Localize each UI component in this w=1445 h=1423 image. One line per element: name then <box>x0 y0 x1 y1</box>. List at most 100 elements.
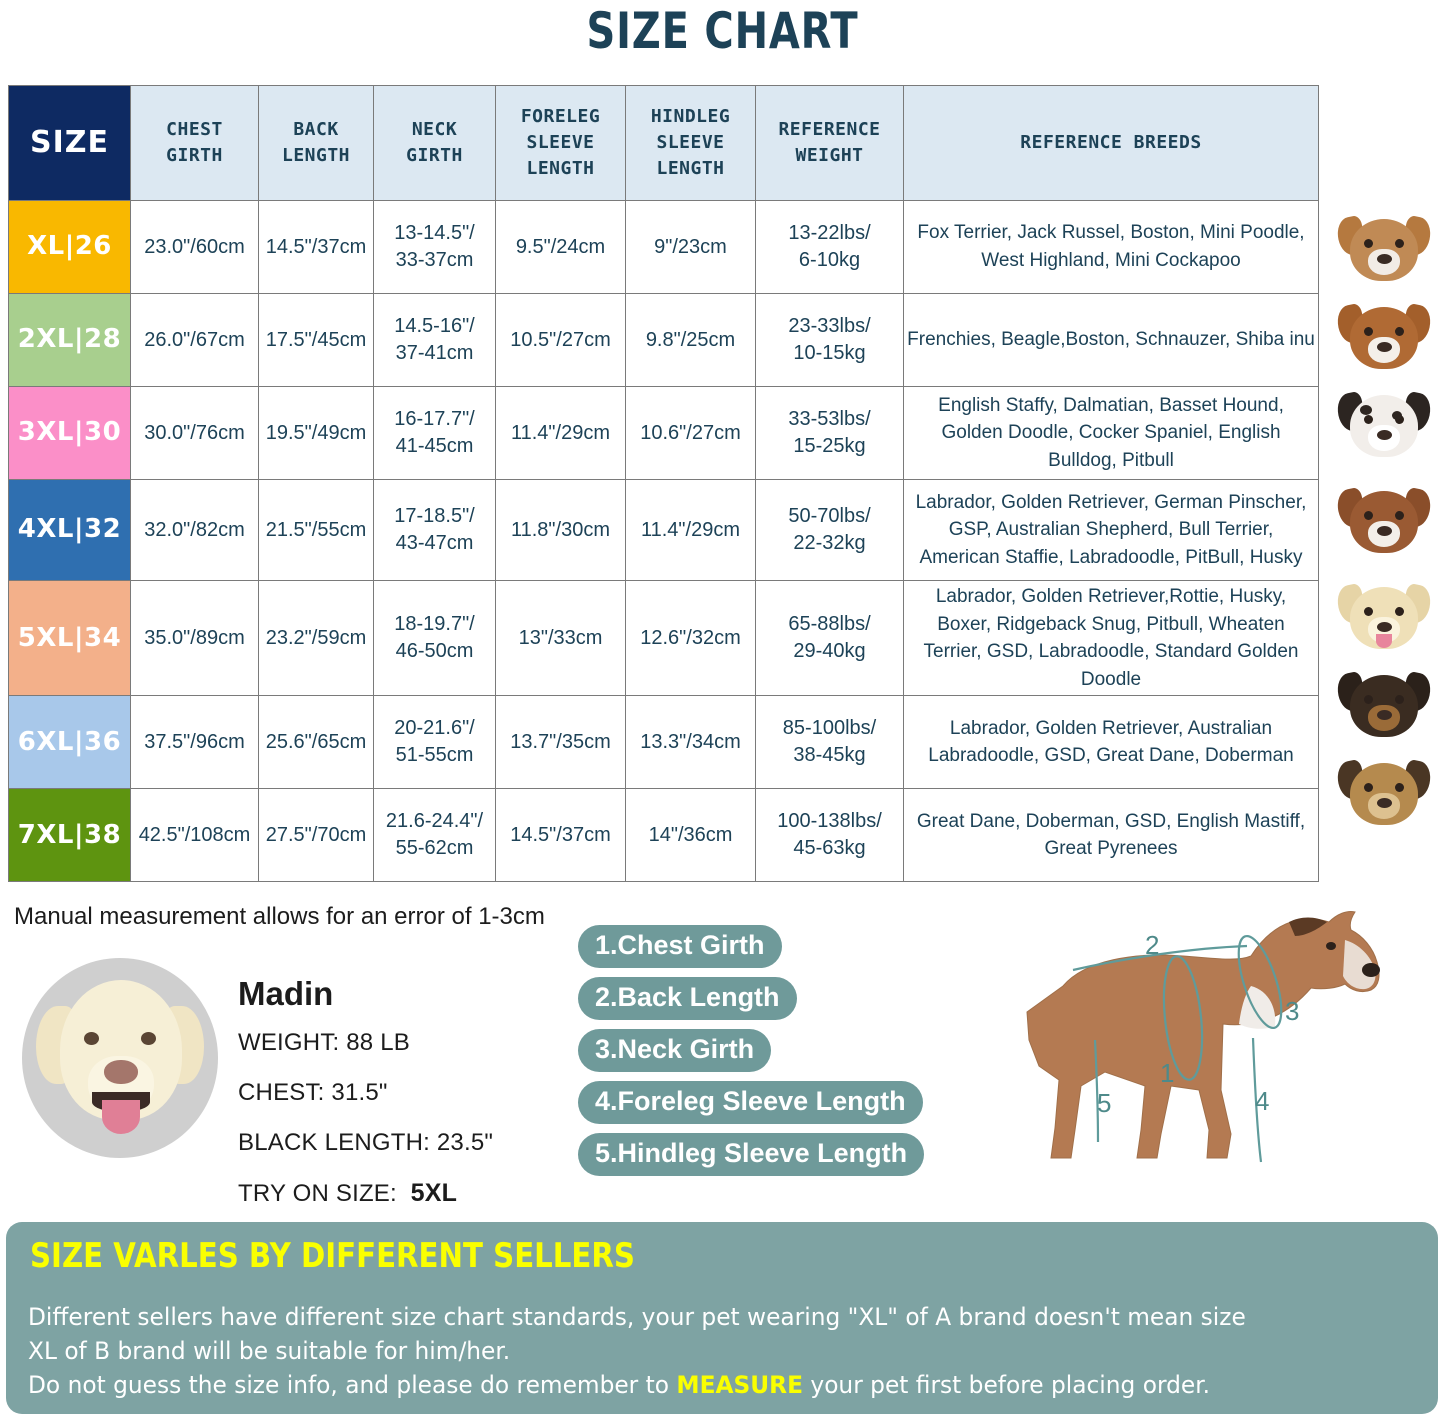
cell-reference-weight: 13-22lbs/6-10kg <box>755 200 904 294</box>
cell-back-length: 21.5"/55cm <box>258 479 374 581</box>
dog-face-icon <box>1334 209 1434 283</box>
cell-chest-girth: 32.0"/82cm <box>130 479 259 581</box>
cell-chest-girth: 26.0"/67cm <box>130 293 259 387</box>
cell-neck-girth: 16-17.7"/41-45cm <box>373 386 496 480</box>
eye-right <box>1395 327 1404 336</box>
column-header-chest-girth: CHEST GIRTH <box>130 85 259 201</box>
eye-right <box>1395 239 1404 248</box>
cell-size: XL|26 <box>8 200 131 294</box>
cell-foreleg-sleeve: 11.8"/30cm <box>495 479 626 581</box>
table-header-row: SIZE CHEST GIRTH BACK LENGTH NECK GIRTH FOR… <box>8 85 1319 201</box>
cell-chest-girth: 37.5"/96cm <box>130 695 259 790</box>
breed-thumbnail-german-shepherd <box>1330 651 1438 739</box>
measurement-lines <box>1072 934 1283 1163</box>
banner-line-3-prefix: Do not guess the size info, and please d… <box>28 1371 677 1400</box>
eye-left <box>1364 239 1373 248</box>
pet-back-length: BLACK LENGTH: 23.5" <box>238 1129 494 1156</box>
cell-foreleg-sleeve: 9.5"/24cm <box>495 200 626 294</box>
cell-neck-girth: 18-19.7"/46-50cm <box>373 579 496 697</box>
banner-line-2: XL of B brand will be suitable for him/h… <box>28 1337 511 1366</box>
cell-reference-breeds: Great Dane, Doberman, GSD, English Masti… <box>903 788 1319 883</box>
header-line: CHEST <box>166 118 223 140</box>
cell-back-length: 25.6"/65cm <box>258 695 374 790</box>
banner-line-3-suffix: your pet first before placing order. <box>803 1371 1211 1400</box>
header-line: HINDLEG <box>650 105 731 127</box>
cell-reference-weight: 23-33lbs/10-15kg <box>755 293 904 387</box>
eye-left <box>1364 783 1373 792</box>
cell-reference-weight: 33-53lbs/15-25kg <box>755 386 904 480</box>
banner-line-3: Do not guess the size info, and please d… <box>28 1368 1382 1402</box>
breed-thumbnail-labrador-retriever <box>1330 555 1438 651</box>
diagram-number-markers: 1 2 3 4 5 <box>1097 930 1299 1118</box>
cell-hindleg-sleeve: 10.6"/27cm <box>625 386 756 480</box>
marker-5: 5 <box>1097 1088 1111 1118</box>
table-row: 7XL|38 42.5"/108cm 27.5"/70cm 21.6-24.4"/55… <box>8 788 1319 883</box>
eye-right <box>1395 511 1404 520</box>
table-row: 2XL|28 26.0"/67cm 17.5"/45cm 14.5-16"/37-41… <box>8 293 1319 387</box>
legend-pill-1: 1.Chest Girth <box>578 925 782 968</box>
marker-2: 2 <box>1145 930 1159 960</box>
try-on-value: 5XL <box>410 1179 458 1207</box>
header-line: SLEEVE <box>526 131 595 153</box>
header-line: GIRTH <box>406 145 463 166</box>
cell-foreleg-sleeve: 10.5"/27cm <box>495 293 626 387</box>
legend-pill-2: 2.Back Length <box>578 977 797 1020</box>
dog-diagram-svg: 1 2 3 4 5 <box>1026 911 1380 1163</box>
cell-reference-breeds: Fox Terrier, Jack Russel, Boston, Mini P… <box>903 200 1319 294</box>
cell-back-length: 19.5"/49cm <box>258 386 374 480</box>
breed-thumbnail-jack-russell-terrier <box>1330 195 1438 283</box>
header-line: SLEEVE <box>656 131 725 153</box>
table-row: XL|26 23.0"/60cm 14.5"/37cm 13-14.5"/33-37c… <box>8 200 1319 294</box>
eye-left <box>1364 607 1373 616</box>
cell-size: 5XL|34 <box>8 579 131 697</box>
dog-face-icon <box>1334 481 1434 555</box>
try-on-label: TRY ON SIZE: <box>238 1180 397 1207</box>
size-varies-banner: SIZE VARLES BY DIFFERENT SELLERS Differe… <box>6 1222 1438 1414</box>
size-chart-table-wrapper: SIZE CHEST GIRTH BACK LENGTH NECK GIRTH FOR… <box>8 85 1319 883</box>
eye-left <box>1364 695 1373 704</box>
table-row: 6XL|36 37.5"/96cm 25.6"/65cm 20-21.6"/51-55… <box>8 695 1319 790</box>
pet-chest: CHEST: 31.5" <box>238 1079 388 1106</box>
breed-thumbnail-dalmatian <box>1330 371 1438 459</box>
header-line: LENGTH <box>526 158 595 180</box>
avatar <box>22 958 218 1158</box>
cell-chest-girth: 30.0"/76cm <box>130 386 259 480</box>
manual-measurement-note: Manual measurement allows for an error o… <box>14 903 545 930</box>
tongue <box>102 1100 140 1134</box>
header-line: REFERENCE <box>778 118 881 140</box>
cell-reference-breeds: Labrador, Golden Retriever,Rottie, Husky… <box>903 579 1319 697</box>
marker-1: 1 <box>1160 1058 1174 1088</box>
table-body: XL|26 23.0"/60cm 14.5"/37cm 13-14.5"/33-37c… <box>8 200 1319 883</box>
column-header-reference-weight: REFERENCE WEIGHT <box>755 85 904 201</box>
cell-neck-girth: 14.5-16"/37-41cm <box>373 293 496 387</box>
cell-size: 3XL|30 <box>8 386 131 480</box>
cell-chest-girth: 42.5"/108cm <box>130 788 259 883</box>
header-line: NECK <box>411 118 458 140</box>
header-line: LENGTH <box>656 158 725 180</box>
cell-reference-weight: 50-70lbs/22-32kg <box>755 479 904 581</box>
column-header-neck-girth: NECK GIRTH <box>373 85 496 201</box>
header-line: BACK <box>293 118 339 140</box>
cell-neck-girth: 13-14.5"/33-37cm <box>373 200 496 294</box>
banner-body: Different sellers have different size ch… <box>28 1300 1382 1402</box>
eye-left <box>1364 415 1373 424</box>
cell-back-length: 14.5"/37cm <box>258 200 374 294</box>
dog-face-icon <box>1334 665 1434 739</box>
cell-neck-girth: 21.6-24.4"/55-62cm <box>373 788 496 883</box>
coat-patch <box>1360 405 1372 415</box>
cell-reference-breeds: Frenchies, Beagle,Boston, Schnauzer, Shi… <box>903 293 1319 387</box>
header-line: FORELEG <box>520 105 601 127</box>
cell-hindleg-sleeve: 9.8"/25cm <box>625 293 756 387</box>
banner-line-1: Different sellers have different size ch… <box>28 1303 1246 1331</box>
table-row: 3XL|30 30.0"/76cm 19.5"/49cm 16-17.7"/41-45… <box>8 386 1319 480</box>
cell-reference-breeds: Labrador, Golden Retriever, German Pinsc… <box>903 479 1319 581</box>
legend-pill-4: 4.Foreleg Sleeve Length <box>578 1081 923 1124</box>
table-row: 5XL|34 35.0"/89cm 23.2"/59cm 18-19.7"/46-50… <box>8 579 1319 697</box>
legend-pill-5: 5.Hindleg Sleeve Length <box>578 1133 925 1176</box>
table-row: 4XL|32 32.0"/82cm 21.5"/55cm 17-18.5"/43-47… <box>8 479 1319 581</box>
cell-back-length: 17.5"/45cm <box>258 293 374 387</box>
pet-name: Madin <box>238 975 334 1012</box>
column-header-reference-breeds: REFERENCE BREEDS <box>903 85 1319 201</box>
cell-hindleg-sleeve: 12.6"/32cm <box>625 579 756 697</box>
nose <box>1377 430 1392 440</box>
